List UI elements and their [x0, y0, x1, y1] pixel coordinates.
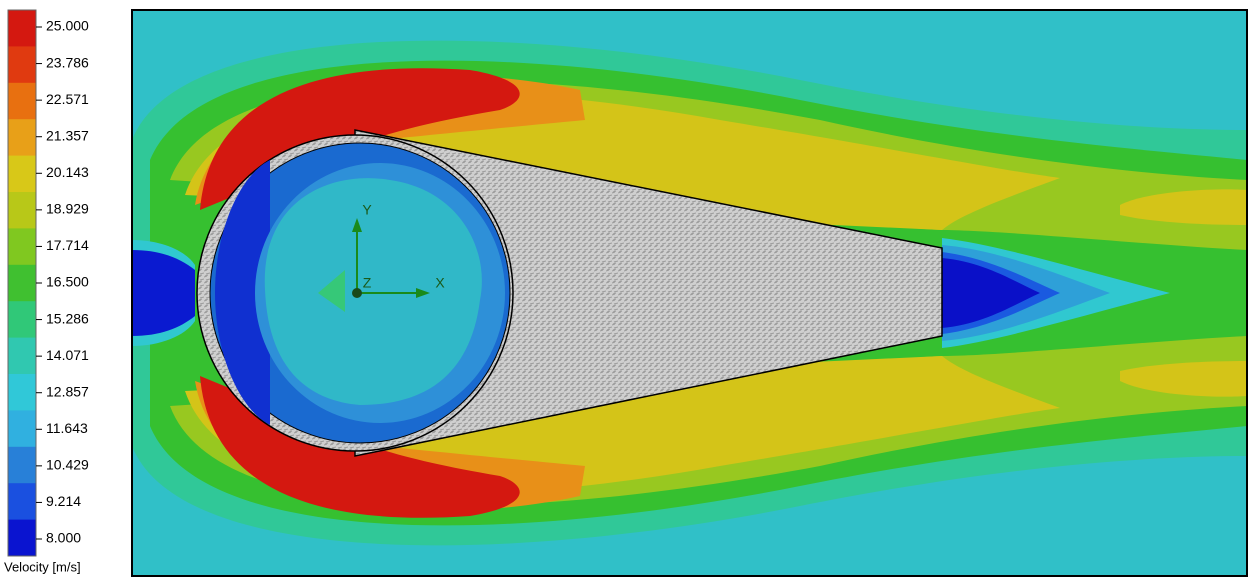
tick-label: 17.714	[46, 237, 89, 253]
color-swatch	[8, 192, 36, 229]
color-swatch	[8, 446, 36, 484]
legend-title: Velocity [m/s]	[4, 559, 81, 574]
tick-label: 15.286	[46, 310, 89, 326]
axis-label: Z	[363, 275, 372, 291]
axis-label: X	[435, 275, 445, 291]
tick-label: 14.071	[46, 347, 89, 363]
color-swatch	[8, 10, 36, 47]
color-swatch	[8, 264, 36, 302]
tick-label: 18.929	[46, 201, 89, 217]
color-swatch	[8, 82, 36, 120]
color-swatch	[8, 228, 36, 266]
color-swatch	[8, 155, 36, 193]
color-swatch	[8, 301, 36, 339]
color-swatch	[8, 410, 36, 448]
tick-label: 8.000	[46, 530, 81, 546]
color-swatch	[8, 519, 36, 557]
tick-label: 21.357	[46, 127, 89, 143]
color-swatch	[8, 483, 36, 521]
tick-label: 16.500	[46, 274, 89, 290]
color-swatch	[8, 119, 36, 157]
color-swatch	[8, 46, 36, 84]
tick-label: 22.571	[46, 91, 89, 107]
tick-label: 23.786	[46, 54, 89, 70]
axis-label: Y	[362, 202, 372, 218]
tick-label: 25.000	[46, 18, 89, 34]
tick-label: 10.429	[46, 457, 89, 473]
triad: Y Z X	[352, 202, 445, 298]
tick-label: 12.857	[46, 383, 89, 399]
tick-label: 11.643	[46, 420, 88, 436]
contour-field	[132, 10, 1247, 576]
color-swatch	[8, 337, 36, 375]
legend: Velocity [m/s] 25.000 23.786 22.571 21.357 2…	[4, 9, 89, 574]
color-swatch	[8, 374, 36, 411]
tick-label: 9.214	[46, 493, 81, 509]
tick-label: 20.143	[46, 164, 89, 180]
